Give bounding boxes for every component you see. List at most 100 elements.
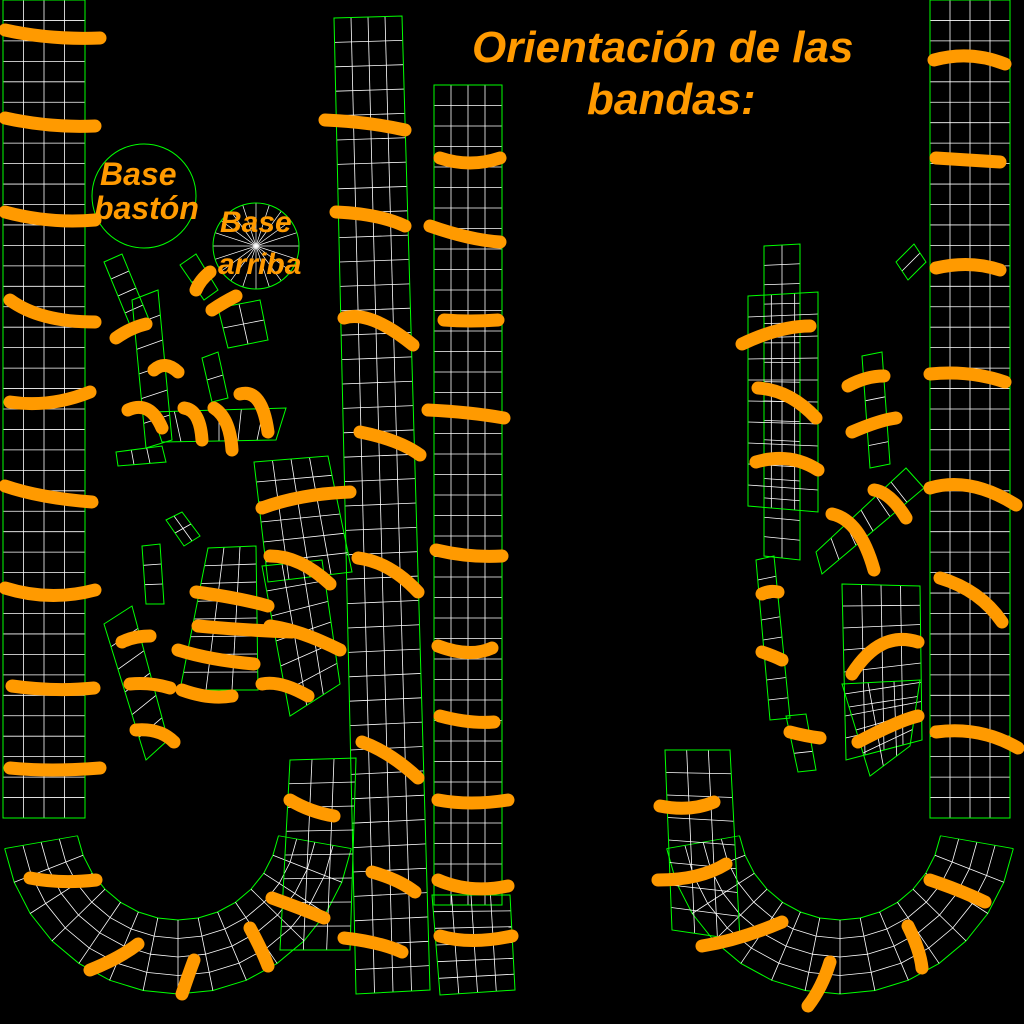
uv-arc-spoke xyxy=(859,917,876,991)
band-stroke xyxy=(83,937,145,977)
band-stroke xyxy=(825,507,881,577)
uv-grid-line xyxy=(284,853,354,856)
band-stroke xyxy=(318,113,412,137)
uv-piece xyxy=(895,243,927,281)
band-stroke xyxy=(0,205,102,228)
band-stroke xyxy=(3,385,97,411)
uv-grid-line xyxy=(204,563,257,567)
uv-arc-ring xyxy=(739,835,941,921)
uv-grid-line xyxy=(288,781,356,785)
uv-shell-border xyxy=(333,15,431,995)
uv-grid-line xyxy=(302,759,313,951)
band-stroke xyxy=(431,639,499,659)
band-stroke xyxy=(109,317,153,345)
uv-shell-border xyxy=(201,351,229,403)
uv-fan-spoke xyxy=(255,245,282,281)
band-stroke xyxy=(115,629,157,649)
uv-grid-line xyxy=(117,287,137,297)
uv-grid-line xyxy=(266,580,326,592)
band-stroke xyxy=(433,929,519,947)
uv-grid-line xyxy=(286,829,354,832)
uv-shell-border xyxy=(861,351,891,469)
uv-fan-spoke xyxy=(221,245,257,272)
band-stroke xyxy=(923,477,1023,512)
uv-grid-line xyxy=(205,547,225,691)
uv-grid-line xyxy=(117,650,145,670)
uv-grid-line xyxy=(867,682,884,767)
uv-grid-line xyxy=(309,457,332,575)
uv-arc-spoke xyxy=(934,854,1004,883)
uv-grid-line xyxy=(144,583,163,586)
uv-arc-spoke xyxy=(197,917,214,991)
band-stroke xyxy=(175,953,201,1001)
band-stroke xyxy=(421,403,511,425)
uv-shell-border xyxy=(279,757,357,951)
uv-strip-center-b xyxy=(433,84,503,906)
uv-fan-spoke xyxy=(255,245,291,272)
uv-fan-spoke xyxy=(242,245,257,288)
uv-grid-line xyxy=(860,509,874,532)
band-stroke xyxy=(927,49,1012,71)
band-stroke xyxy=(147,359,185,379)
uv-arc-spoke xyxy=(78,902,121,964)
band-stroke xyxy=(337,310,420,352)
uv-grid-line xyxy=(367,16,394,993)
band-stroke xyxy=(845,632,925,681)
uv-grid-line xyxy=(143,563,162,566)
uv-piece xyxy=(201,351,229,403)
uv-grid-line xyxy=(861,584,866,756)
uv-piece xyxy=(165,511,201,547)
band-stroke xyxy=(841,369,891,393)
uv-piece xyxy=(861,351,891,469)
uv-grid-line xyxy=(110,270,130,280)
label-base-arriba-line-1: Base xyxy=(220,206,292,239)
band-layer xyxy=(0,23,1024,1013)
band-stroke xyxy=(0,479,99,509)
band-stroke xyxy=(783,725,827,745)
band-stroke xyxy=(171,643,261,671)
uv-shell-border xyxy=(115,445,167,467)
band-stroke xyxy=(695,915,789,953)
band-stroke xyxy=(901,919,929,975)
band-stroke xyxy=(929,257,1007,277)
band-stroke xyxy=(263,549,337,591)
uv-grid-line xyxy=(830,537,840,560)
band-stroke xyxy=(123,677,177,695)
band-stroke xyxy=(265,891,331,925)
uv-grid-line xyxy=(747,313,819,318)
uv-fan-spoke xyxy=(230,211,257,247)
uv-shell-border xyxy=(179,545,259,691)
uv-grid-line xyxy=(901,252,921,272)
uv-arc-spoke xyxy=(263,873,327,914)
band-stroke xyxy=(923,873,992,909)
band-stroke xyxy=(365,865,422,899)
uv-grid-line xyxy=(865,396,886,402)
uv-arc-spoke xyxy=(771,911,801,981)
uv-fan-spoke xyxy=(230,245,257,281)
uv-grid-line xyxy=(130,449,135,465)
uv-piece xyxy=(141,543,165,605)
uv-shell-border xyxy=(841,583,923,761)
uv-piece xyxy=(217,299,269,349)
band-stroke xyxy=(121,400,169,435)
band-stroke xyxy=(3,293,102,329)
uv-shell-border xyxy=(785,713,817,773)
band-stroke xyxy=(749,451,825,477)
band-stroke xyxy=(651,857,733,887)
uv-shell-border xyxy=(755,555,791,721)
uv-shell-border xyxy=(2,0,86,819)
band-stroke xyxy=(353,425,427,462)
uv-grid-line xyxy=(667,817,734,822)
band-stroke xyxy=(0,111,102,133)
uv-shell-border xyxy=(747,291,819,513)
band-stroke xyxy=(255,485,357,515)
uv-shell-border xyxy=(433,84,503,906)
band-stroke xyxy=(437,313,505,328)
uv-arc-spoke xyxy=(912,888,967,942)
uv-arc-spoke xyxy=(713,888,768,942)
uv-fan-spoke xyxy=(242,204,257,247)
band-stroke xyxy=(233,386,275,439)
uv-grid-line xyxy=(238,303,249,345)
uv-grid-line xyxy=(747,357,819,360)
